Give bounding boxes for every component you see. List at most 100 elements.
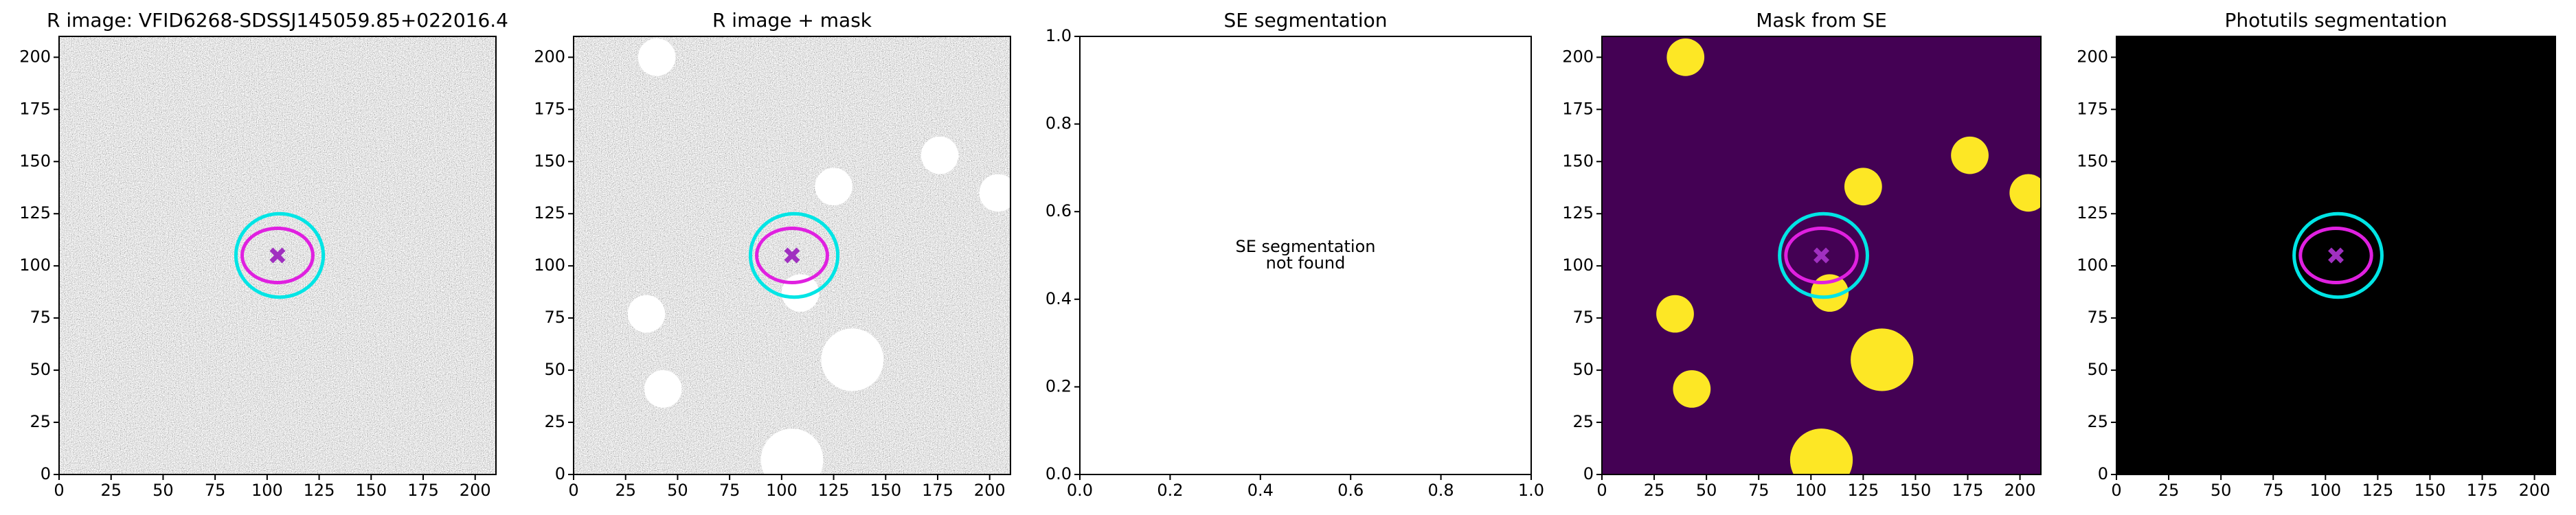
mask-disk	[821, 328, 884, 391]
x-tick-label: 125	[2362, 481, 2393, 500]
y-tick-label: 75	[544, 308, 565, 327]
axes-frame	[58, 36, 497, 475]
mask-disk	[1673, 370, 1711, 408]
aperture-ellipse	[2298, 227, 2373, 284]
panel: 0 25 50 75 100 125 150 175 200 0 25 50 75 100 125 150 17…	[19, 9, 508, 500]
x-tick-label: 50	[152, 481, 174, 500]
x-tick-label: 150	[870, 481, 901, 500]
y-tick-label: 25	[544, 412, 565, 431]
plot-area	[1080, 36, 1531, 474]
x-tick-label: 150	[2415, 481, 2446, 500]
y-tick-label: 150	[19, 151, 51, 170]
y-tick-label: 125	[2077, 203, 2108, 222]
y-tick-label: 1.0	[1046, 26, 1072, 45]
x-tick-label: 200	[2004, 481, 2036, 500]
x-tick-label: 0.4	[1247, 481, 1274, 500]
x-tick-label: 50	[1696, 481, 1717, 500]
panel: 0 25 50 75 100 125 150 175 200 0 25 50 75 100 125 150 17…	[1562, 9, 2042, 500]
mask-disk	[644, 370, 682, 408]
center-marker	[269, 247, 286, 264]
y-tick-label: 100	[1562, 255, 1594, 275]
y-tick-label: 50	[544, 360, 565, 379]
y-tick-label: 200	[534, 47, 565, 66]
mask-disk	[1789, 428, 1853, 474]
y-tick-label: 200	[19, 47, 51, 66]
y-tick-label: 200	[2077, 47, 2108, 66]
x-tick-label: 0.0	[1067, 481, 1093, 500]
x-tick-label: 100	[766, 481, 798, 500]
mask-disk	[1951, 136, 1989, 174]
panel-title: Photutils segmentation	[2224, 9, 2447, 32]
y-tick-label: 0	[1583, 464, 1594, 483]
x-tick-label: 0	[1596, 481, 1607, 500]
x-tick-label: 0.8	[1428, 481, 1454, 500]
mask-disk	[1656, 295, 1694, 333]
y-tick-label: 175	[19, 99, 51, 118]
aperture-ellipse	[234, 211, 326, 299]
y-tick-label: 0.2	[1046, 376, 1072, 396]
panel-title: R image + mask	[712, 9, 872, 32]
x-tick-label: 100	[1795, 481, 1827, 500]
center-marker	[2328, 247, 2344, 264]
mask-disk	[1851, 328, 1914, 391]
y-tick-label: 25	[30, 412, 51, 431]
y-tick-label: 50	[2087, 360, 2108, 379]
mask-disk	[637, 38, 676, 76]
mask-disk	[760, 428, 824, 474]
y-tick-label: 100	[534, 255, 565, 275]
y-tick-label: 25	[2087, 412, 2108, 431]
y-tick-label: 0	[555, 464, 565, 483]
y-tick-label: 175	[534, 99, 565, 118]
x-tick-label: 25	[615, 481, 636, 500]
aperture-ellipse	[2292, 211, 2384, 299]
y-tick-label: 0.8	[1046, 114, 1072, 133]
aperture-ellipse	[748, 211, 840, 299]
y-tick-label: 25	[1572, 412, 1594, 431]
y-tick-label: 150	[534, 151, 565, 170]
annotation: not found	[1266, 253, 1346, 273]
panel-title: Mask from SE	[1756, 9, 1887, 32]
center-marker	[784, 247, 800, 264]
aperture-ellipse	[240, 227, 315, 284]
image-background	[1080, 36, 1531, 474]
axes-frame	[1601, 36, 2042, 475]
x-tick-label: 125	[304, 481, 335, 500]
panel: 0 25 50 75 100 125 150 175 200 0 25 50 75 100 125 150 17…	[2077, 9, 2556, 500]
annotation: SE segmentation	[1236, 237, 1376, 256]
mask-disk	[815, 168, 852, 206]
x-tick-label: 0	[568, 481, 578, 500]
x-tick-label: 50	[667, 481, 688, 500]
y-tick-label: 125	[534, 203, 565, 222]
y-tick-label: 0.4	[1046, 289, 1072, 308]
y-tick-label: 150	[2077, 151, 2108, 170]
plot-area	[574, 36, 1010, 474]
x-tick-label: 200	[460, 481, 491, 500]
plot-area	[1602, 36, 2041, 474]
x-tick-label: 25	[1644, 481, 1665, 500]
aperture-ellipse	[755, 227, 829, 284]
aperture-ellipse	[1778, 211, 1869, 299]
y-tick-label: 0.6	[1046, 201, 1072, 220]
y-tick-label: 0.0	[1046, 464, 1072, 483]
panel-title: SE segmentation	[1224, 9, 1388, 32]
y-tick-label: 175	[1562, 99, 1594, 118]
x-tick-label: 175	[922, 481, 953, 500]
plot-area	[59, 36, 496, 474]
aperture-ellipse	[1784, 227, 1859, 284]
mask-disk	[627, 295, 666, 333]
center-marker	[1814, 247, 1829, 264]
axes-frame	[573, 36, 1011, 475]
y-tick-label: 75	[1572, 308, 1594, 327]
y-tick-label: 75	[30, 308, 51, 327]
mask-disk	[2009, 174, 2041, 212]
x-tick-label: 75	[719, 481, 741, 500]
x-tick-label: 0.6	[1337, 481, 1364, 500]
mask-disk	[1667, 38, 1705, 76]
y-tick-label: 100	[2077, 255, 2108, 275]
x-tick-label: 75	[1748, 481, 1770, 500]
x-tick-label: 0	[2111, 481, 2121, 500]
x-tick-label: 100	[2309, 481, 2341, 500]
x-tick-label: 75	[205, 481, 226, 500]
y-tick-label: 75	[2087, 308, 2108, 327]
